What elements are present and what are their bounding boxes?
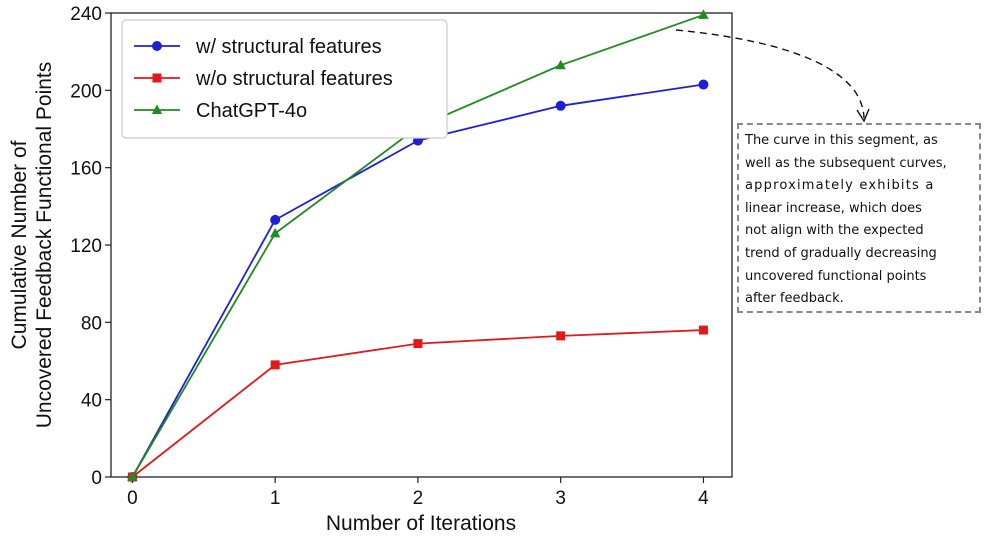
annotation-line-1: The curve in this segment, as <box>745 133 938 148</box>
y-tick-label: 0 <box>91 468 102 489</box>
legend-item: ChatGPT-4o <box>134 100 307 122</box>
legend-item: w/ structural features <box>134 36 382 58</box>
y-tick-label: 40 <box>81 391 102 412</box>
legend-item: w/o structural features <box>134 68 393 90</box>
legend-marker <box>152 73 162 83</box>
legend-marker <box>152 41 162 51</box>
y-axis-label-line-2: Uncovered Feedback Functional Points <box>33 62 56 429</box>
data-point <box>127 471 138 481</box>
y-tick-label: 80 <box>81 313 102 334</box>
x-axis: 0 1 2 3 4 <box>127 477 709 509</box>
data-point <box>698 325 708 335</box>
x-axis-label: Number of Iterations <box>326 512 516 535</box>
data-point <box>556 331 566 341</box>
legend-label: w/ structural features <box>195 36 382 58</box>
annotation-line-4: linear increase, which does <box>745 200 922 216</box>
data-point <box>413 339 423 349</box>
legend-label: ChatGPT-4o <box>196 100 307 122</box>
x-tick-label: 0 <box>127 488 138 509</box>
annotation-line-2: well as the subsequent curves, <box>745 155 947 171</box>
data-point <box>698 79 709 90</box>
x-tick-label: 4 <box>698 488 709 509</box>
annotation-line-5: not align with the expected <box>745 223 924 239</box>
data-point <box>698 9 709 19</box>
legend-label: w/o structural features <box>195 68 393 90</box>
annotation-line-3: approximately exhibits a <box>745 178 935 194</box>
annotation-box: The curve in this segment, as well as th… <box>737 123 981 313</box>
y-tick-label: 240 <box>70 4 102 25</box>
annotation-line-6: trend of gradually decreasing <box>745 245 937 261</box>
y-tick-label: 200 <box>70 81 102 102</box>
legend-frame <box>121 19 448 139</box>
y-tick-label: 120 <box>70 236 102 257</box>
x-tick-label: 1 <box>270 488 281 509</box>
data-point <box>555 100 566 111</box>
y-tick-label: 160 <box>70 159 102 180</box>
data-point <box>270 214 281 225</box>
data-point <box>269 227 281 238</box>
annotation-line-7: uncovered functional points <box>745 268 927 284</box>
y-axis: 0 40 80 120 160 200 240 <box>70 4 111 489</box>
legend: w/ structural features w/o structural fea… <box>121 19 448 139</box>
data-point <box>270 360 280 370</box>
legend-marker <box>151 104 163 114</box>
annotation-line-8: after feedback. <box>745 291 844 307</box>
x-tick-label: 2 <box>413 488 424 509</box>
data-point <box>555 59 566 70</box>
annotation-arrowhead <box>856 108 870 123</box>
y-axis-label-line-1: Cumulative Number of <box>8 140 31 349</box>
x-tick-label: 3 <box>555 488 566 509</box>
